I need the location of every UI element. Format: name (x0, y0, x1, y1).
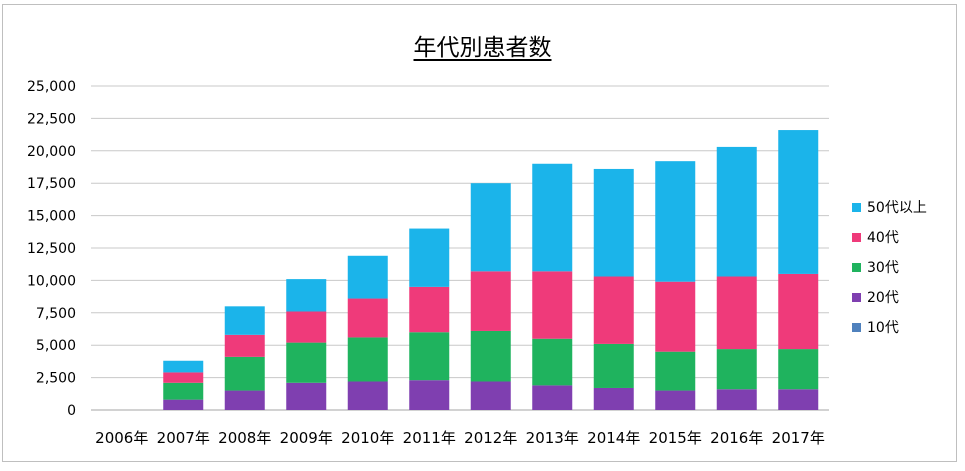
bar-segment (409, 380, 450, 410)
legend-label: 20代 (867, 290, 899, 306)
bar-segment (778, 273, 819, 350)
x-tick-label: 2015年 (649, 429, 702, 447)
legend-label: 30代 (867, 260, 899, 276)
bar-segment (470, 330, 511, 382)
bar-segment (347, 255, 388, 299)
legend-swatch (852, 262, 861, 272)
bar-segment (224, 334, 265, 357)
bar-segment (286, 279, 327, 312)
bar-segment (655, 351, 696, 391)
x-tick-label: 2010年 (341, 429, 394, 447)
legend-item: 10代 (852, 312, 927, 342)
x-tick-label: 2014年 (587, 429, 640, 447)
bar-segment (286, 382, 327, 410)
bar-segment (593, 276, 634, 344)
x-tick-label: 2016年 (710, 429, 763, 447)
bar-segment (470, 183, 511, 272)
legend-swatch (852, 292, 861, 302)
bar-segment (655, 281, 696, 352)
legend-item: 30代 (852, 252, 927, 282)
bar-segment (409, 228, 450, 287)
bar-segment (286, 311, 327, 343)
y-tick-label: 5,000 (36, 338, 76, 354)
y-tick-label: 10,000 (27, 273, 76, 289)
x-tick-label: 2007年 (157, 429, 210, 447)
legend-swatch (852, 202, 861, 212)
bar-segment (778, 349, 819, 390)
x-tick-label: 2012年 (464, 429, 517, 447)
bar-segment (593, 343, 634, 388)
bar-segment (778, 389, 819, 410)
bar-segment (532, 385, 573, 410)
legend-swatch (852, 232, 861, 242)
bar-segment (716, 276, 757, 350)
legend-item: 40代 (852, 222, 927, 252)
y-tick-label: 17,500 (27, 176, 76, 192)
bar-segment (224, 390, 265, 410)
chart-title: 年代別患者数 (413, 35, 552, 61)
bar-segment (532, 163, 573, 272)
bar-segment (224, 356, 265, 391)
legend-item: 50代以上 (852, 192, 927, 222)
bar-segment (347, 337, 388, 382)
bar-segment (163, 372, 204, 383)
chart-legend: 50代以上 40代 30代 20代 10代 (852, 192, 927, 342)
x-tick-label: 2008年 (218, 429, 271, 447)
bar-segment (470, 381, 511, 410)
y-tick-label: 12,500 (27, 241, 76, 257)
bar-segment (655, 390, 696, 410)
y-tick-label: 15,000 (27, 209, 76, 225)
bar-segment (655, 161, 696, 282)
x-tick-label: 2017年 (772, 429, 825, 447)
bar-segment (286, 342, 327, 383)
y-tick-label: 2,500 (36, 371, 76, 387)
bar-segment (409, 286, 450, 333)
bar-segment (347, 381, 388, 410)
bar-segment (532, 271, 573, 339)
bar-segment (593, 168, 634, 277)
bar-segment (716, 146, 757, 277)
x-tick-label: 2011年 (403, 429, 456, 447)
bar-segment (716, 349, 757, 390)
y-tick-label: 25,000 (27, 79, 76, 95)
bar-segment (224, 306, 265, 335)
x-tick-label: 2013年 (526, 429, 579, 447)
bar-segment (163, 399, 204, 410)
legend-item: 20代 (852, 282, 927, 312)
bar-segment (778, 130, 819, 274)
y-tick-label: 7,500 (36, 306, 76, 322)
legend-label: 50代以上 (867, 200, 927, 216)
bar-segment (163, 382, 204, 400)
legend-label: 10代 (867, 320, 899, 336)
legend-label: 40代 (867, 230, 899, 246)
y-tick-label: 20,000 (27, 144, 76, 160)
bar-segment (470, 271, 511, 331)
bar-segment (716, 389, 757, 410)
bar-segment (347, 298, 388, 338)
y-tick-label: 22,500 (27, 111, 76, 127)
x-tick-label: 2009年 (280, 429, 333, 447)
legend-swatch (852, 322, 861, 332)
bar-segment (409, 332, 450, 381)
y-tick-label: 0 (67, 403, 76, 419)
bar-segment (593, 387, 634, 410)
x-tick-label: 2006年 (95, 429, 148, 447)
bar-segment (532, 338, 573, 386)
bar-segment (163, 360, 204, 373)
